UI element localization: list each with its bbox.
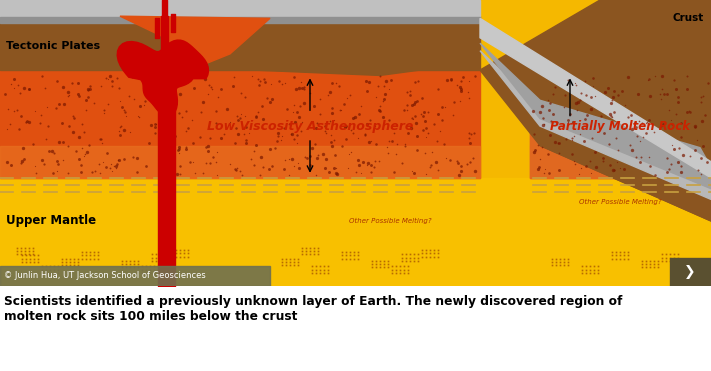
Text: Other Possible Melting?: Other Possible Melting? <box>579 198 661 205</box>
Bar <box>0 17 120 65</box>
Polygon shape <box>540 0 711 221</box>
Bar <box>0 145 480 178</box>
Bar <box>0 178 711 286</box>
Text: Upper Mantle: Upper Mantle <box>6 214 96 227</box>
Text: Other Possible Melting?: Other Possible Melting? <box>348 218 432 224</box>
Bar <box>0 0 480 18</box>
Polygon shape <box>480 51 711 200</box>
Text: Partially Molten Rock: Partially Molten Rock <box>550 119 690 132</box>
Text: Tectonic Plates: Tectonic Plates <box>6 41 100 51</box>
Bar <box>530 70 711 178</box>
Polygon shape <box>480 0 711 221</box>
Polygon shape <box>0 0 480 16</box>
Polygon shape <box>117 40 208 116</box>
Text: ❯: ❯ <box>684 265 696 279</box>
Bar <box>0 266 270 286</box>
Bar <box>530 145 711 178</box>
Polygon shape <box>0 0 480 70</box>
Text: © Junlin Hua, UT Jackson School of Geosciences: © Junlin Hua, UT Jackson School of Geosc… <box>4 272 205 280</box>
Polygon shape <box>480 43 711 188</box>
Bar <box>0 17 480 23</box>
Bar <box>670 257 711 286</box>
Bar <box>0 16 480 70</box>
Polygon shape <box>120 16 270 70</box>
Text: Scientists identified a previously unknown layer of Earth. The newly discovered : Scientists identified a previously unkno… <box>4 295 622 323</box>
Bar <box>0 70 480 178</box>
Polygon shape <box>0 0 480 75</box>
Polygon shape <box>480 18 711 178</box>
Bar <box>530 70 711 178</box>
Text: Low Viscosity Asthenosphere: Low Viscosity Asthenosphere <box>207 119 413 132</box>
Text: Crust: Crust <box>673 13 704 23</box>
